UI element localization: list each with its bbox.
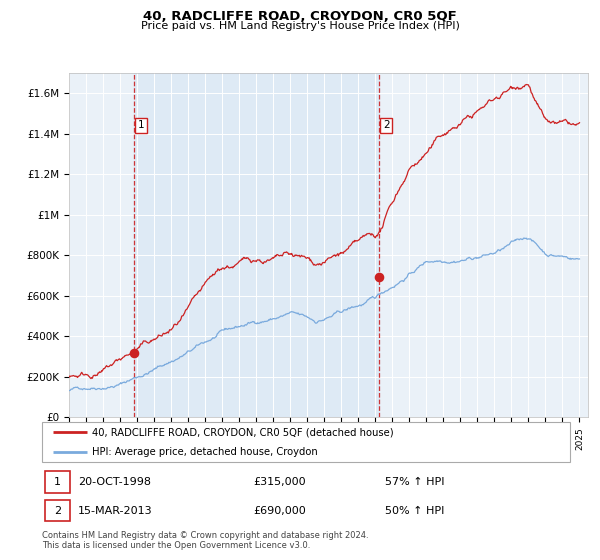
Text: 40, RADCLIFFE ROAD, CROYDON, CR0 5QF (detached house): 40, RADCLIFFE ROAD, CROYDON, CR0 5QF (de…	[92, 427, 394, 437]
Point	[374, 273, 383, 282]
Text: 2: 2	[383, 120, 389, 130]
FancyBboxPatch shape	[44, 500, 70, 521]
Text: HPI: Average price, detached house, Croydon: HPI: Average price, detached house, Croy…	[92, 446, 318, 456]
Text: 40, RADCLIFFE ROAD, CROYDON, CR0 5QF: 40, RADCLIFFE ROAD, CROYDON, CR0 5QF	[143, 10, 457, 23]
Bar	[134, 73, 379, 417]
Text: 57% ↑ HPI: 57% ↑ HPI	[385, 477, 445, 487]
FancyBboxPatch shape	[44, 472, 70, 493]
Text: 15-MAR-2013: 15-MAR-2013	[78, 506, 152, 516]
Text: £690,000: £690,000	[253, 506, 306, 516]
Text: 1: 1	[138, 120, 145, 130]
Text: 50% ↑ HPI: 50% ↑ HPI	[385, 506, 445, 516]
Text: 1: 1	[54, 477, 61, 487]
Text: 2: 2	[54, 506, 61, 516]
Text: 20-OCT-1998: 20-OCT-1998	[78, 477, 151, 487]
Text: Price paid vs. HM Land Registry's House Price Index (HPI): Price paid vs. HM Land Registry's House …	[140, 21, 460, 31]
Text: £315,000: £315,000	[253, 477, 306, 487]
FancyBboxPatch shape	[42, 422, 570, 462]
Point	[129, 349, 139, 358]
Text: Contains HM Land Registry data © Crown copyright and database right 2024.
This d: Contains HM Land Registry data © Crown c…	[42, 531, 368, 550]
